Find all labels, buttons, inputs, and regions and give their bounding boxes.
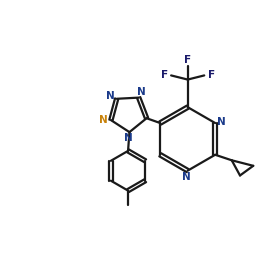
Text: F: F bbox=[208, 70, 215, 80]
Text: N: N bbox=[99, 115, 108, 125]
Text: N: N bbox=[124, 133, 132, 143]
Text: F: F bbox=[184, 55, 191, 65]
Text: N: N bbox=[137, 87, 146, 97]
Text: F: F bbox=[161, 70, 168, 80]
Text: N: N bbox=[182, 172, 191, 182]
Text: N: N bbox=[217, 117, 225, 127]
Text: N: N bbox=[106, 91, 115, 101]
